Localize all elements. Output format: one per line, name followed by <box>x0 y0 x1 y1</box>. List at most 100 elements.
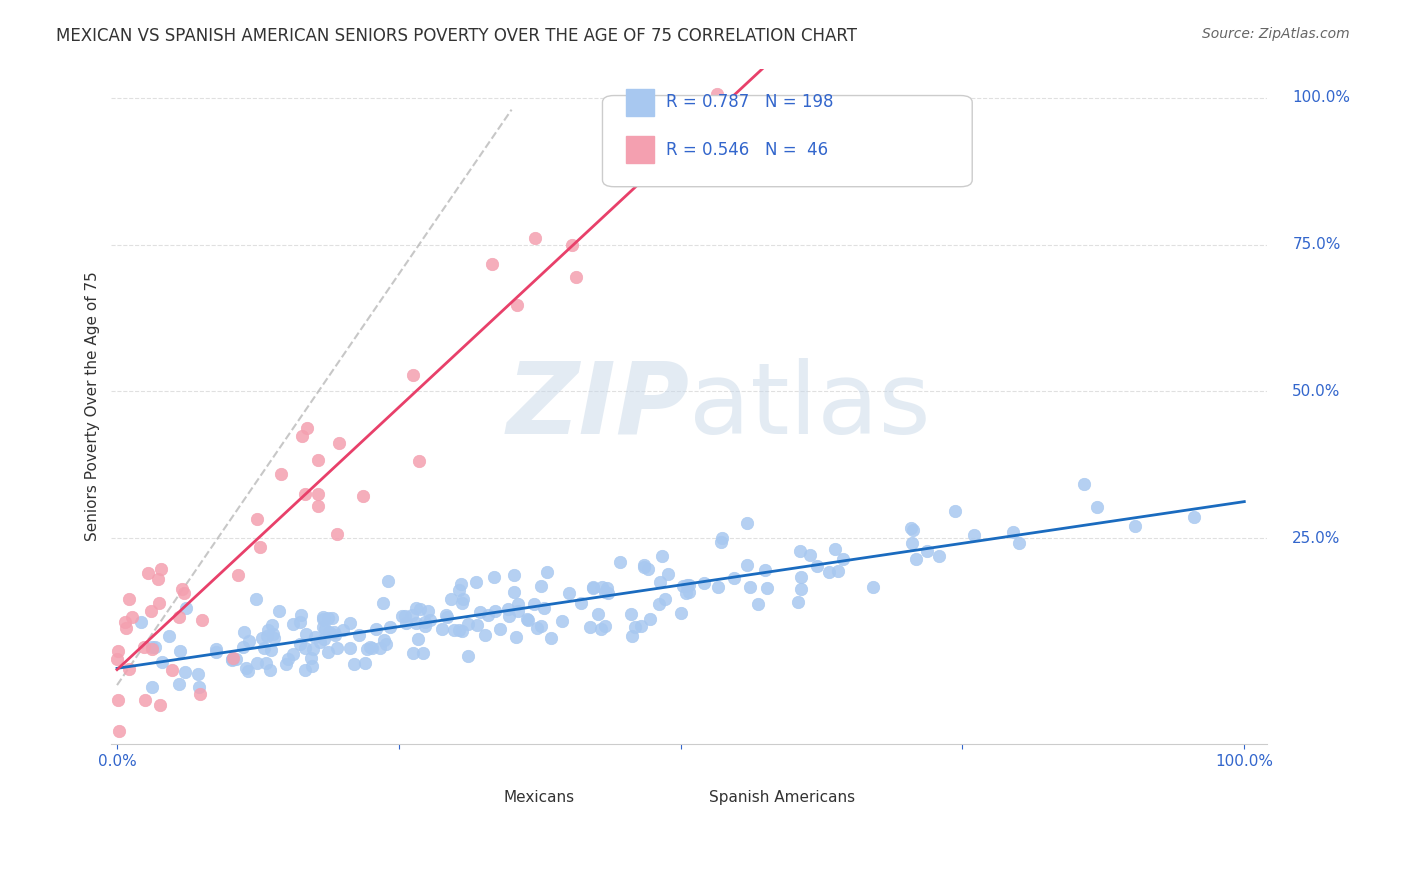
Point <box>516 612 538 626</box>
Point <box>481 257 503 271</box>
Point <box>502 585 524 599</box>
Point <box>824 541 846 556</box>
Point <box>339 616 361 631</box>
Point <box>516 613 538 627</box>
Point <box>789 582 811 596</box>
Point <box>419 614 441 628</box>
Point <box>270 467 292 481</box>
Point <box>169 643 191 657</box>
Point <box>134 692 156 706</box>
Point <box>246 656 269 670</box>
Point <box>221 652 243 666</box>
Point <box>150 655 173 669</box>
Point <box>409 602 432 616</box>
Point <box>373 632 395 647</box>
Point <box>413 619 436 633</box>
Point <box>204 642 226 657</box>
Point <box>669 606 692 620</box>
Point <box>304 630 326 644</box>
Point <box>430 622 453 636</box>
Point <box>408 453 430 467</box>
Point <box>368 641 391 656</box>
Point <box>790 570 813 584</box>
Point <box>129 615 152 630</box>
Point <box>710 535 733 549</box>
Text: 100.0%: 100.0% <box>1292 90 1350 105</box>
Point <box>451 592 474 607</box>
Point <box>252 640 274 655</box>
Point <box>900 536 922 550</box>
Point <box>375 637 398 651</box>
Point <box>609 555 631 569</box>
Point <box>318 645 340 659</box>
Point <box>205 645 228 659</box>
Point <box>325 641 347 656</box>
Point <box>191 613 214 627</box>
Point <box>457 649 479 664</box>
Text: MEXICAN VS SPANISH AMERICAN SENIORS POVERTY OVER THE AGE OF 75 CORRELATION CHART: MEXICAN VS SPANISH AMERICAN SENIORS POVE… <box>56 27 858 45</box>
Point <box>354 656 377 670</box>
Point <box>818 565 841 579</box>
Point <box>672 579 695 593</box>
Text: ZIP: ZIP <box>506 358 689 455</box>
Point <box>489 622 512 636</box>
Point <box>586 607 609 621</box>
Point <box>620 607 643 621</box>
Bar <box>626 136 654 163</box>
Point <box>447 583 470 598</box>
Text: atlas: atlas <box>689 358 931 455</box>
Point <box>295 421 318 435</box>
Point <box>591 581 613 595</box>
Bar <box>718 784 747 805</box>
Point <box>648 597 671 611</box>
Point <box>394 609 416 624</box>
Point <box>755 581 778 595</box>
Point <box>789 544 811 558</box>
Point <box>233 624 256 639</box>
Point <box>283 617 305 632</box>
Point <box>402 646 425 660</box>
Point <box>582 582 605 596</box>
Point <box>294 640 316 655</box>
Point <box>321 611 343 625</box>
Point <box>786 595 808 609</box>
Point <box>108 723 131 738</box>
Bar <box>481 784 510 805</box>
Point <box>1085 500 1108 514</box>
Point <box>654 592 676 607</box>
Point <box>339 640 361 655</box>
Point <box>506 598 529 612</box>
Point <box>1073 477 1095 491</box>
Point <box>505 630 527 644</box>
Point <box>312 620 335 634</box>
Point <box>905 552 928 566</box>
Point <box>675 586 697 600</box>
Point <box>747 597 769 611</box>
Point <box>138 566 160 581</box>
Point <box>326 527 349 541</box>
Point <box>551 615 574 629</box>
Point <box>301 659 323 673</box>
Point <box>260 617 283 632</box>
Point <box>536 565 558 579</box>
Point <box>188 680 211 694</box>
Point <box>157 629 180 643</box>
Point <box>148 596 170 610</box>
Point <box>307 453 329 467</box>
Point <box>250 631 273 645</box>
Point <box>900 521 922 535</box>
Point <box>1182 509 1205 524</box>
Point <box>405 601 427 615</box>
Point <box>569 596 592 610</box>
Point <box>621 629 644 643</box>
Point <box>436 610 458 624</box>
Point <box>526 621 548 635</box>
Point <box>412 646 434 660</box>
Point <box>901 523 924 537</box>
Point <box>121 610 143 624</box>
Point <box>373 596 395 610</box>
Point <box>530 578 553 592</box>
Point <box>408 632 430 646</box>
Point <box>269 604 291 618</box>
Point <box>678 584 700 599</box>
